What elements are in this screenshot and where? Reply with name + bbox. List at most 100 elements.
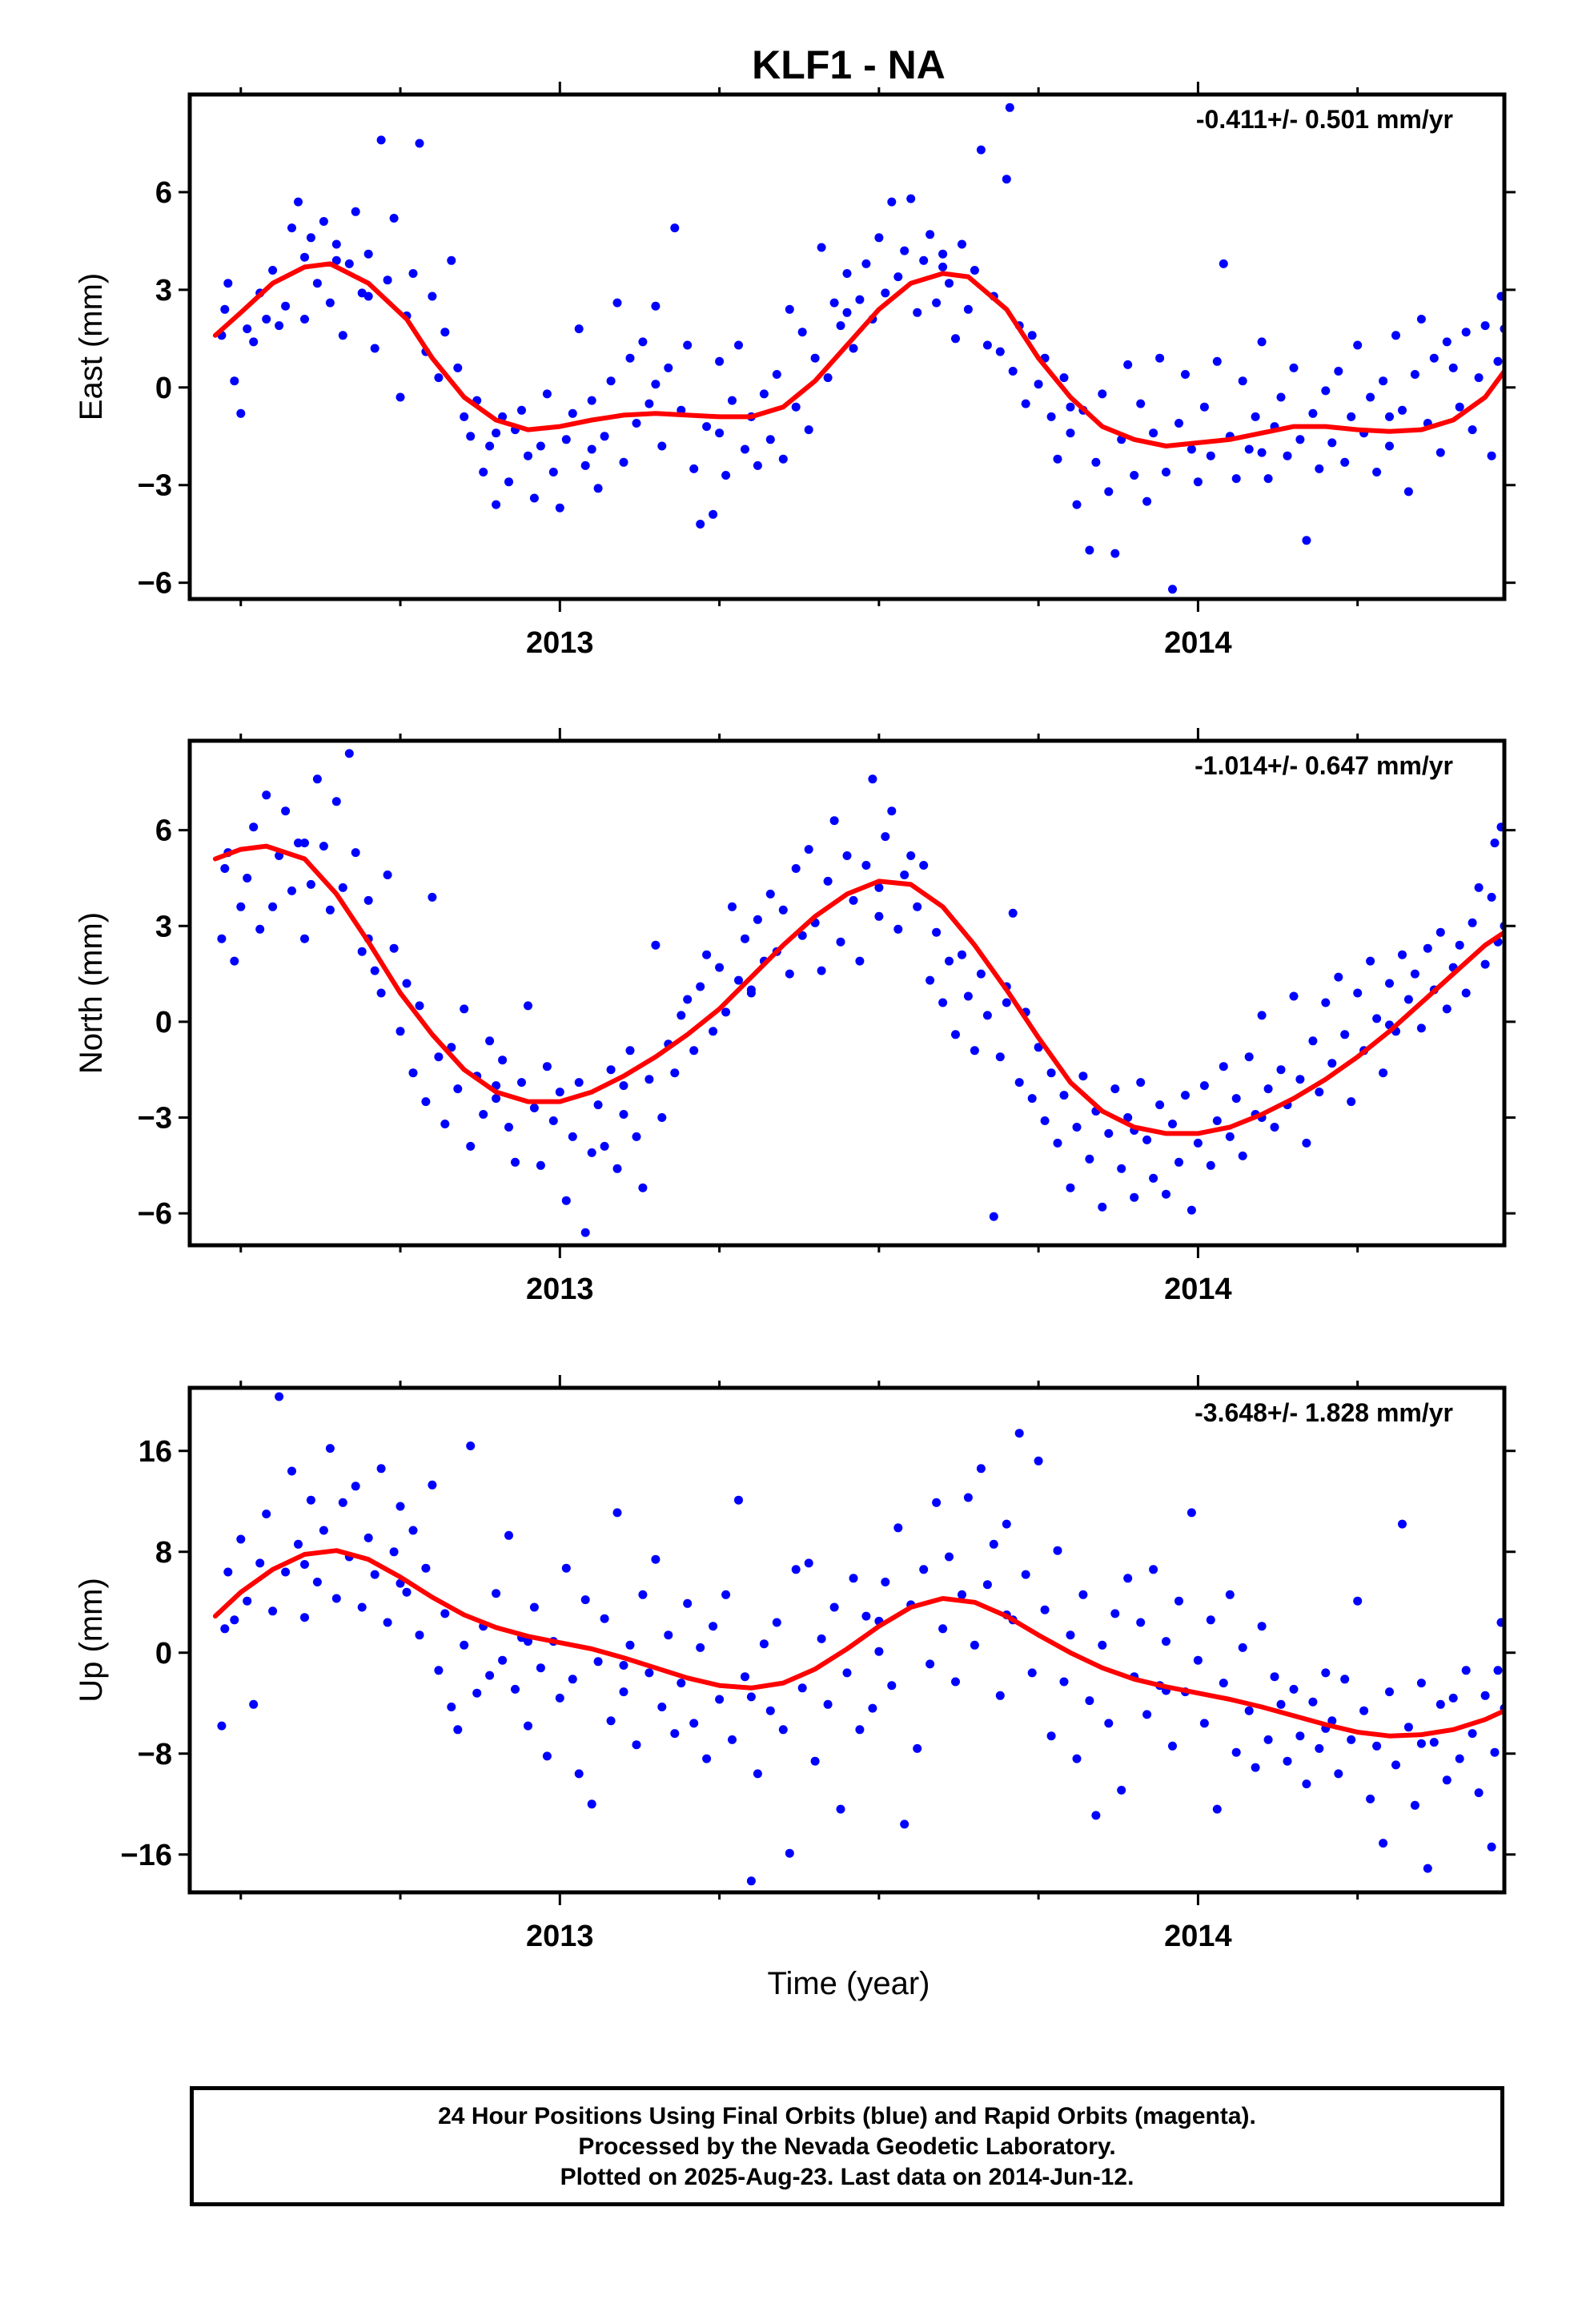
data-point <box>1359 1706 1369 1715</box>
data-point <box>976 969 986 979</box>
data-point <box>294 197 303 207</box>
x-axis-label: Time (year) <box>768 1966 930 2001</box>
data-point <box>370 1570 379 1579</box>
data-point <box>1455 1754 1464 1763</box>
data-point <box>402 1587 412 1597</box>
data-point <box>338 883 347 892</box>
data-point <box>268 1606 278 1616</box>
data-point <box>817 1634 826 1643</box>
data-point <box>963 304 973 314</box>
x-tick-label: 2013 <box>526 1273 594 1306</box>
data-point <box>1181 370 1190 379</box>
data-point <box>408 1526 418 1535</box>
data-point <box>765 1706 775 1715</box>
data-point <box>791 402 801 412</box>
data-point <box>434 1666 444 1675</box>
data-point <box>619 1687 628 1697</box>
data-point <box>1455 402 1464 412</box>
data-point <box>1372 468 1382 476</box>
data-point <box>945 956 954 966</box>
data-point <box>1276 392 1286 402</box>
data-point <box>881 288 890 298</box>
data-point <box>746 985 756 995</box>
data-point <box>568 408 577 418</box>
data-point <box>479 1110 488 1119</box>
data-point <box>1334 972 1343 982</box>
data-point <box>1066 402 1075 412</box>
data-point <box>396 392 405 402</box>
data-point <box>1276 1065 1286 1075</box>
data-point <box>728 902 737 911</box>
data-point <box>1372 1014 1382 1023</box>
data-point <box>453 363 463 372</box>
data-point <box>1053 1138 1062 1148</box>
data-point <box>938 1624 948 1634</box>
data-point <box>797 931 807 940</box>
data-point <box>587 396 596 405</box>
data-point <box>357 1602 367 1612</box>
data-point <box>1321 386 1331 396</box>
data-point <box>823 1699 833 1709</box>
data-point <box>1340 457 1350 467</box>
data-point <box>1385 441 1394 451</box>
data-point <box>874 1647 884 1656</box>
data-point <box>829 298 839 308</box>
data-point <box>715 356 725 366</box>
data-point <box>1008 367 1018 376</box>
data-point <box>1263 1735 1273 1744</box>
data-point <box>1181 1091 1190 1100</box>
data-point <box>842 1668 852 1678</box>
data-point <box>868 1703 877 1713</box>
y-tick-label: 8 <box>155 1536 172 1570</box>
data-point <box>568 1132 577 1141</box>
north-velocity-annotation: -1.014+/- 0.647 mm/yr <box>1195 751 1453 780</box>
data-point <box>664 363 673 372</box>
data-point <box>1308 1697 1318 1707</box>
data-point <box>778 905 788 915</box>
data-point <box>1276 1699 1286 1709</box>
data-point <box>1398 1519 1407 1529</box>
east-velocity-annotation: -0.411+/- 0.501 mm/yr <box>1196 105 1453 134</box>
data-point <box>1347 1735 1356 1744</box>
data-point <box>765 889 775 899</box>
data-point <box>696 1642 705 1652</box>
data-point <box>721 1590 731 1599</box>
up-fit-curve <box>212 1548 1504 1739</box>
data-point <box>1270 1123 1279 1132</box>
data-point <box>900 870 909 879</box>
data-point <box>715 963 725 972</box>
data-point <box>1448 363 1458 372</box>
data-point <box>1334 367 1343 376</box>
data-point <box>1072 500 1082 509</box>
data-point <box>243 324 252 334</box>
data-point <box>1002 175 1011 184</box>
data-point <box>396 1027 405 1036</box>
data-point <box>1149 1565 1158 1574</box>
data-point <box>1366 392 1375 402</box>
data-point <box>1066 1183 1075 1192</box>
data-point <box>919 861 929 870</box>
data-point <box>855 295 865 304</box>
data-point <box>804 425 813 435</box>
data-point <box>1174 419 1183 428</box>
data-point <box>236 902 246 911</box>
data-point <box>1442 337 1452 347</box>
data-point <box>1193 1655 1203 1665</box>
data-point <box>1461 328 1471 337</box>
data-point <box>1021 399 1030 408</box>
data-point <box>1212 356 1222 366</box>
data-point <box>568 1675 577 1684</box>
data-point <box>728 1735 737 1744</box>
data-point <box>574 324 584 334</box>
data-point <box>606 1716 616 1726</box>
data-point <box>913 308 922 317</box>
data-point <box>1110 1609 1120 1618</box>
data-point <box>479 468 488 476</box>
data-point <box>1487 1842 1496 1852</box>
data-point <box>1308 1036 1318 1046</box>
data-point <box>887 197 897 207</box>
footer-caption-box: 24 Hour Positions Using Final Orbits (bl… <box>190 2086 1504 2206</box>
data-point <box>230 376 239 386</box>
data-point <box>785 969 794 979</box>
data-point <box>785 1848 794 1858</box>
